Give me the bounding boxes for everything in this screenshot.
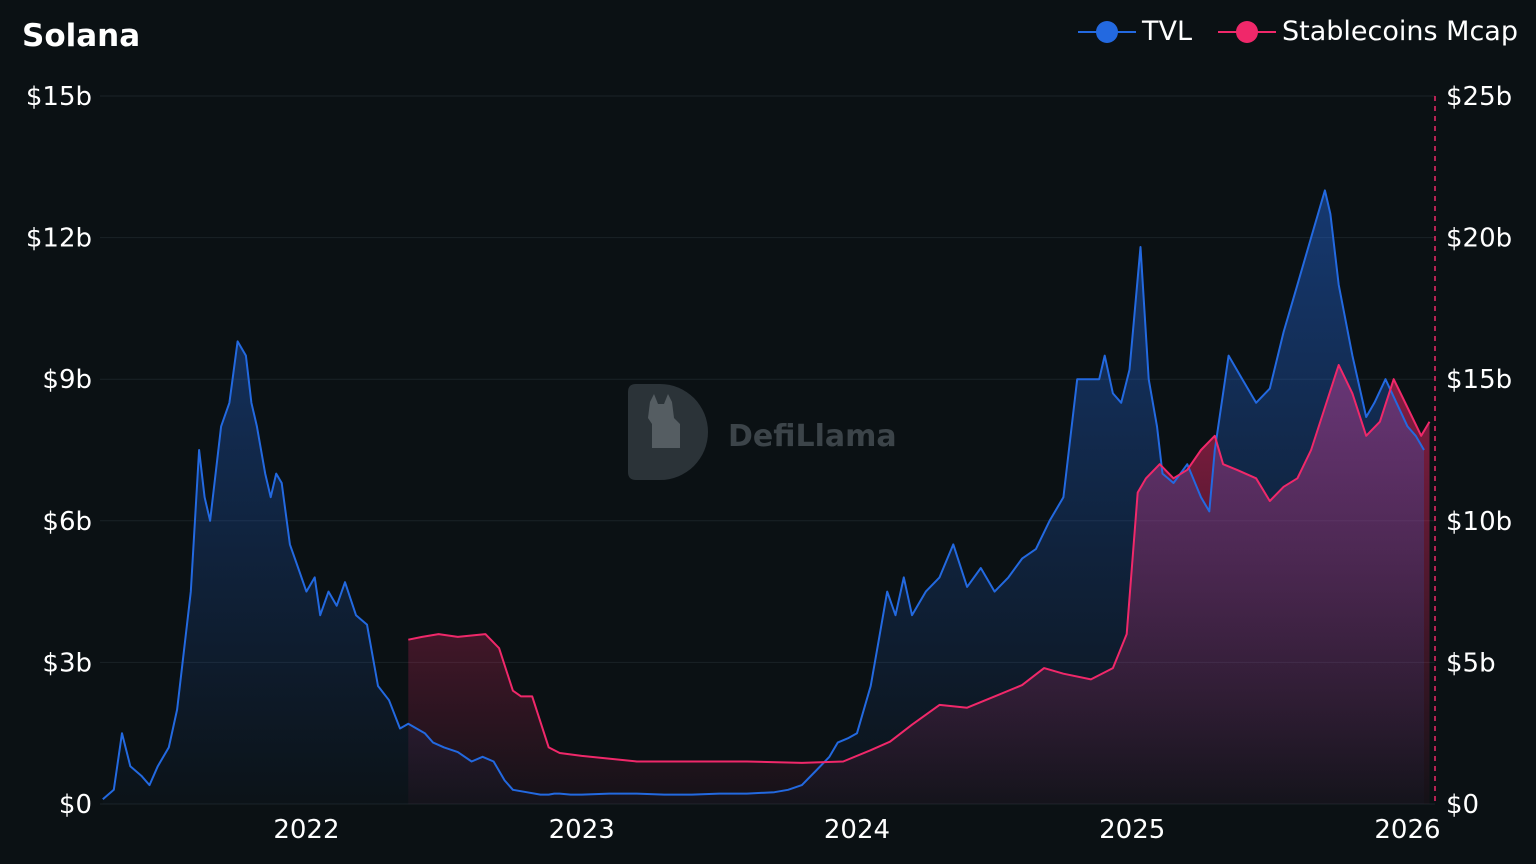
y-right-tick-label: $5b [1446,648,1496,678]
y-right-tick-label: $10b [1446,507,1512,537]
y-right-tick-label: $25b [1446,82,1512,112]
legend-swatch-tvl [1078,20,1136,44]
y-axis-left: $0 $3b $6b $9b $12b $15b [26,82,92,820]
legend-label-tvl: TVL [1142,16,1193,47]
y-left-tick-label: $15b [26,82,92,112]
x-tick-label: 2025 [1099,815,1165,845]
legend: TVL Stablecoins Mcap [1078,16,1518,47]
series-lines [102,189,1431,801]
legend-item-tvl[interactable]: TVL [1078,16,1192,47]
x-tick-label: 2023 [549,815,615,845]
y-left-tick-label: $12b [26,224,92,254]
y-left-tick-label: $0 [59,790,92,820]
y-right-tick-label: $20b [1446,224,1512,254]
y-left-tick-label: $9b [42,365,92,395]
series-line-tvl [102,189,1425,801]
legend-label-stablecoins: Stablecoins Mcap [1282,16,1518,47]
y-right-tick-label: $0 [1446,790,1479,820]
x-tick-label: 2026 [1374,815,1440,845]
x-tick-label: 2024 [824,815,890,845]
watermark-text: DefiLlama [728,419,897,454]
series-line-stablecoins [408,364,1431,764]
x-tick-label: 2022 [273,815,339,845]
y-left-tick-label: $3b [42,648,92,678]
x-axis: 2022 2023 2024 2025 2026 [273,815,1440,845]
y-right-tick-label: $15b [1446,365,1512,395]
chart-title: Solana [22,18,141,54]
watermark: DefiLlama [628,384,897,480]
series-area-tvl [102,190,1424,804]
y-left-tick-label: $6b [42,507,92,537]
series-areas [102,190,1430,804]
y-axis-right: $0 $5b $10b $15b $20b $25b [1446,82,1512,820]
llama-logo-icon [628,384,708,480]
legend-item-stablecoins[interactable]: Stablecoins Mcap [1218,16,1518,47]
legend-swatch-stablecoins [1218,20,1277,44]
